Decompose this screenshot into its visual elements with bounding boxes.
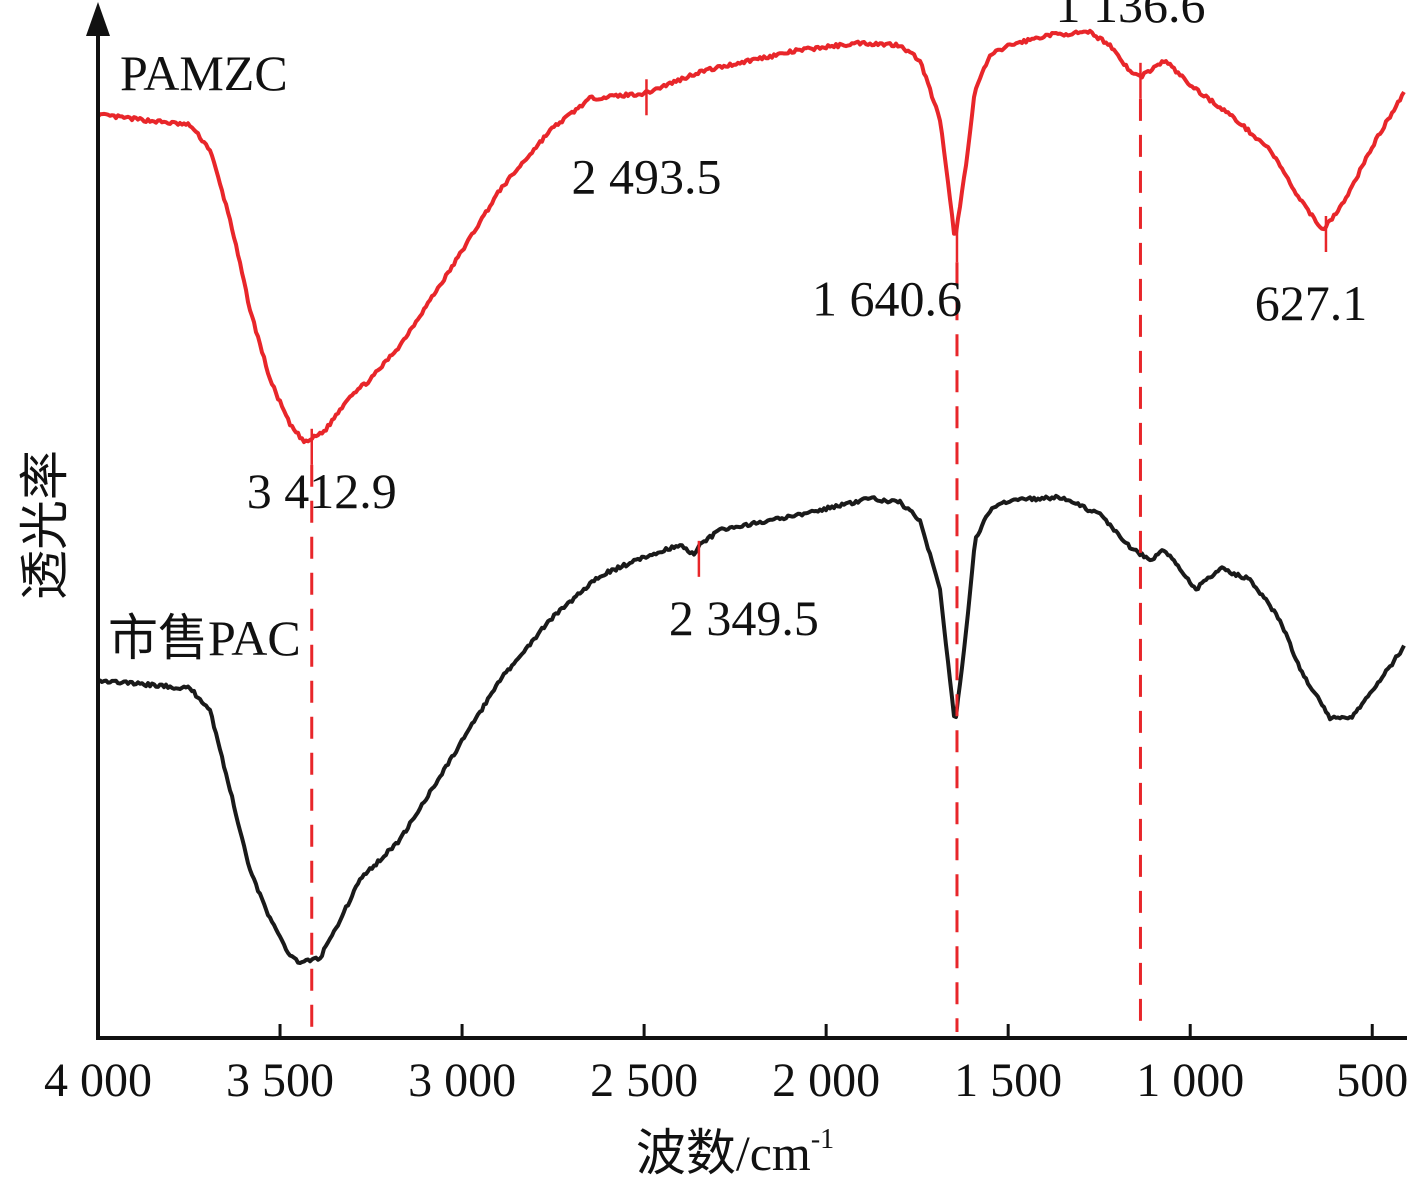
series-label-pac: 市售PAC (108, 610, 301, 666)
peak-annotations: 3 412.9 2 493.5 1 640.6 1 136.6 627.1 2 349.5 (247, 0, 1367, 1032)
x-tick-label: 1 000 (1136, 1054, 1244, 1107)
peak-label: 3 412.9 (247, 463, 397, 519)
x-axis-label-main: 波数/cm (636, 1125, 811, 1181)
peak-label: 1 640.6 (812, 270, 962, 326)
y-axis-label: 透光率 (17, 450, 73, 600)
peak-label: 2 349.5 (669, 590, 819, 646)
x-tick-label: 2 000 (772, 1054, 880, 1107)
series-label-pamzc: PAMZC (120, 45, 288, 101)
x-tick-label: 3 000 (408, 1054, 516, 1107)
axes (86, 2, 1407, 1040)
x-tick-label: 4 000 (44, 1054, 152, 1107)
peak-label: 627.1 (1255, 275, 1368, 331)
y-axis-arrow-icon (86, 2, 110, 36)
x-tick-label: 1 500 (954, 1054, 1062, 1107)
x-tick-label: 3 500 (226, 1054, 334, 1107)
series-line-0 (96, 28, 1406, 445)
x-tick-label: 2 500 (590, 1054, 698, 1107)
x-tick-label: 500 (1336, 1054, 1408, 1107)
peak-label: 2 493.5 (571, 148, 721, 204)
series-line-1 (96, 493, 1406, 965)
x-ticks: 4 000 3 500 3 000 2 500 2 000 1 500 1 000 500 (44, 1024, 1408, 1107)
x-axis-label-sup: -1 (811, 1124, 834, 1155)
peak-label: 1 136.6 (1055, 0, 1205, 33)
x-axis-label: 波数/cm-1 (636, 1124, 834, 1181)
spectra-curves (96, 28, 1406, 965)
